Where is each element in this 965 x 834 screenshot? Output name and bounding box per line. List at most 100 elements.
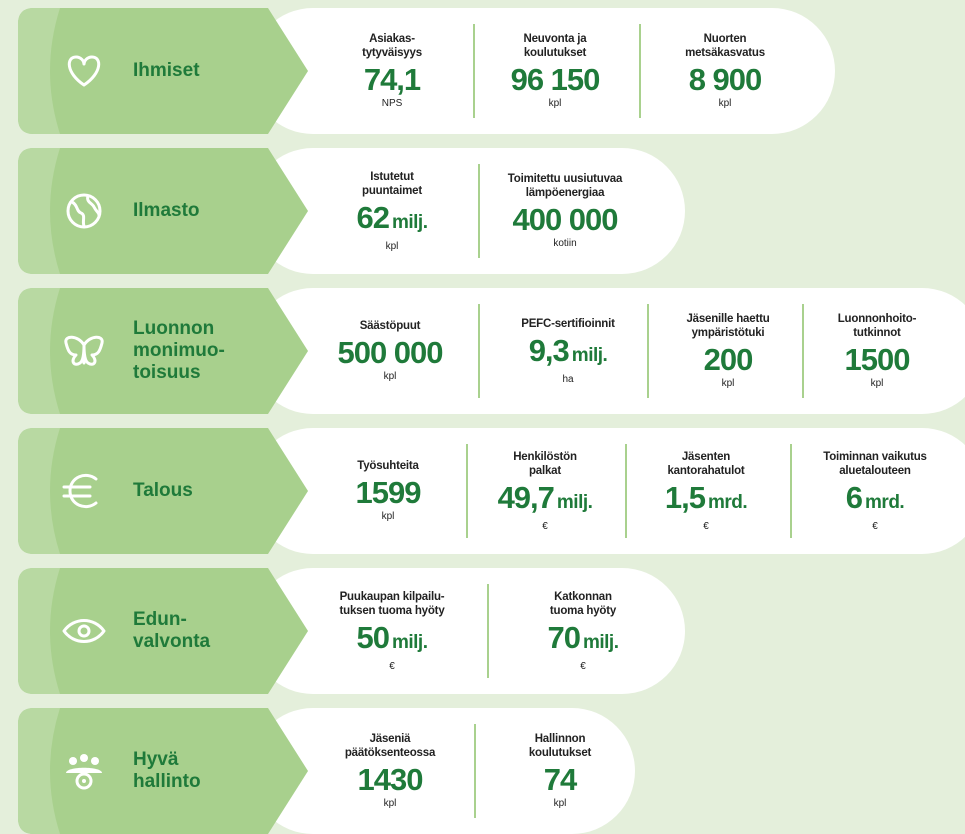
metric-label: PEFC-sertifioinnit (521, 317, 615, 331)
metric-unit: kpl (553, 798, 567, 809)
metric-label-line: Katkonnan (554, 590, 612, 603)
metric-value-line: 1430 (357, 762, 424, 798)
metric-unit: € (580, 660, 586, 672)
metric-unit: € (703, 520, 709, 532)
metric: Toiminnan vaikutus aluetalouteen 6 mrd. € (795, 428, 955, 554)
section-row: Ilmasto Istutetut puuntaimet 62 milj. kpl Toim… (0, 148, 965, 274)
metric-value: 74,1 (363, 62, 421, 97)
metric-label: Puukaupan kilpailu-tuksen tuoma hyöty (339, 590, 444, 618)
metric-label-line: koulutukset (528, 747, 592, 759)
category-panel (18, 8, 308, 134)
category-label-line: Ihmiset (133, 60, 200, 81)
category-label-line: Talous (133, 480, 193, 501)
metric-value: 200 (703, 342, 754, 377)
metric-unit: NPS (381, 98, 403, 109)
metric-label-line: ympäristötuki (691, 327, 765, 339)
category-panel (18, 428, 308, 554)
metric: Säästöpuut 500 000 kpl (310, 288, 470, 414)
metric-unit: € (389, 660, 395, 672)
metric: Jäsenten kantorahatulot 1,5 mrd. € (626, 428, 786, 554)
metric-label-line: Jäsenten (681, 450, 731, 463)
separator (473, 24, 475, 118)
metric-suffix: milj. (571, 344, 608, 366)
separator (625, 444, 627, 538)
metric-label: Jäsenten kantorahatulot (667, 450, 744, 478)
metric-label-line: Luonnonhoito- (837, 313, 917, 325)
metric-label-line: Istutetut (370, 170, 414, 183)
metric-value: 500 000 (337, 335, 443, 370)
metric-label-line: palkat (528, 464, 562, 477)
metric-value: 96 150 (510, 62, 601, 97)
metric-unit: kpl (385, 240, 399, 252)
metric-label-line: koulutukset (523, 47, 587, 59)
metric-label-line: tutkinnot (853, 327, 901, 339)
separator (474, 724, 476, 818)
metric-label-line: PEFC-sertifioinnit (521, 317, 615, 330)
metric-value: 1599 (355, 475, 422, 510)
metric: Neuvonta ja koulutukset 96 150 kpl (475, 8, 635, 134)
category-panel (18, 568, 308, 694)
metric: Henkilöstön palkat 49,7 milj. € (465, 428, 625, 554)
metric-value: 50 (356, 619, 390, 655)
category-label-line: toisuus (133, 362, 201, 383)
metric-unit: kpl (381, 511, 395, 522)
metric-label-line: kantorahatulot (667, 464, 745, 477)
metric: PEFC-sertifioinnit 9,3 milj. ha (488, 288, 648, 414)
metric-value: 62 (356, 199, 390, 235)
separator (478, 304, 480, 398)
metric-value-line: 70 milj. (548, 620, 619, 661)
metric: Katkonnan tuoma hyöty 70 milj. € (503, 568, 663, 694)
metric-unit: kpl (383, 371, 397, 382)
metric-value: 400 000 (512, 202, 618, 237)
separator (802, 304, 804, 398)
metric-label: Säästöpuut (360, 319, 421, 333)
category-icon (66, 193, 102, 229)
metric: Nuorten metsäkasvatus 8 900 kpl (645, 8, 805, 134)
metrics-pill (250, 428, 965, 554)
metric-label: Katkonnan tuoma hyöty (550, 590, 616, 618)
metric-unit: kpl (718, 98, 732, 109)
category-panel (18, 148, 308, 274)
metric-label-line: Henkilöstön (513, 450, 577, 463)
metric-value-line: 1599 (355, 475, 422, 511)
metric-value-line: 50 milj. (357, 620, 428, 661)
category-label-line: Luonnon (133, 318, 215, 339)
metric: Toimitettu uusiutuvaa lämpöenergiaa 400 00… (485, 148, 645, 274)
metric-label: Työsuhteita (357, 459, 419, 473)
category-label: Ihmiset (133, 8, 200, 134)
metric-label-line: Nuorten (703, 33, 747, 45)
section-row: Edun-valvonta Puukaupan kilpailu-tuksen t… (0, 568, 965, 694)
metric-value-line: 6 mrd. (845, 479, 905, 521)
metric: Luonnonhoito-tutkinnot 1500 kpl (797, 288, 957, 414)
metric-value-line: 74,1 (363, 62, 421, 98)
metric-label: Luonnonhoito-tutkinnot (838, 312, 917, 340)
metric-label-line: Asiakas- (369, 33, 415, 45)
category-icon (67, 55, 101, 87)
category-panel (18, 708, 308, 834)
metric-value: 8 900 (688, 62, 763, 97)
metrics-pill (250, 708, 635, 834)
category-icon (66, 754, 102, 790)
metric-value-line: 49,7 milj. (498, 480, 593, 521)
metric-label: Nuorten metsäkasvatus (685, 32, 765, 60)
category-label-line: Edun- (133, 609, 187, 630)
metric-suffix: milj. (391, 631, 428, 653)
metrics-pill (250, 568, 685, 694)
metric-label: Neuvonta ja koulutukset (524, 32, 587, 60)
metric-value: 1430 (357, 762, 424, 797)
metric-label: Jäsenille haettu ympäristötuki (686, 312, 769, 340)
category-label-line: Ilmasto (133, 200, 200, 221)
separator (487, 584, 489, 678)
metric-label-line: päätöksenteossa (344, 747, 436, 759)
separator (790, 444, 792, 538)
separator (478, 164, 480, 258)
metric-unit: ha (562, 373, 574, 385)
separator (647, 304, 649, 398)
metric-label: Istutetut puuntaimet (362, 170, 422, 198)
metric-value-line: 1,5 mrd. (665, 480, 748, 521)
metric-value: 6 (845, 479, 863, 515)
metric-unit: kpl (383, 798, 397, 809)
separator (466, 444, 468, 538)
metric-label-line: aluetalouteen (839, 464, 911, 477)
metric: Istutetut puuntaimet 62 milj. kpl (312, 148, 472, 274)
